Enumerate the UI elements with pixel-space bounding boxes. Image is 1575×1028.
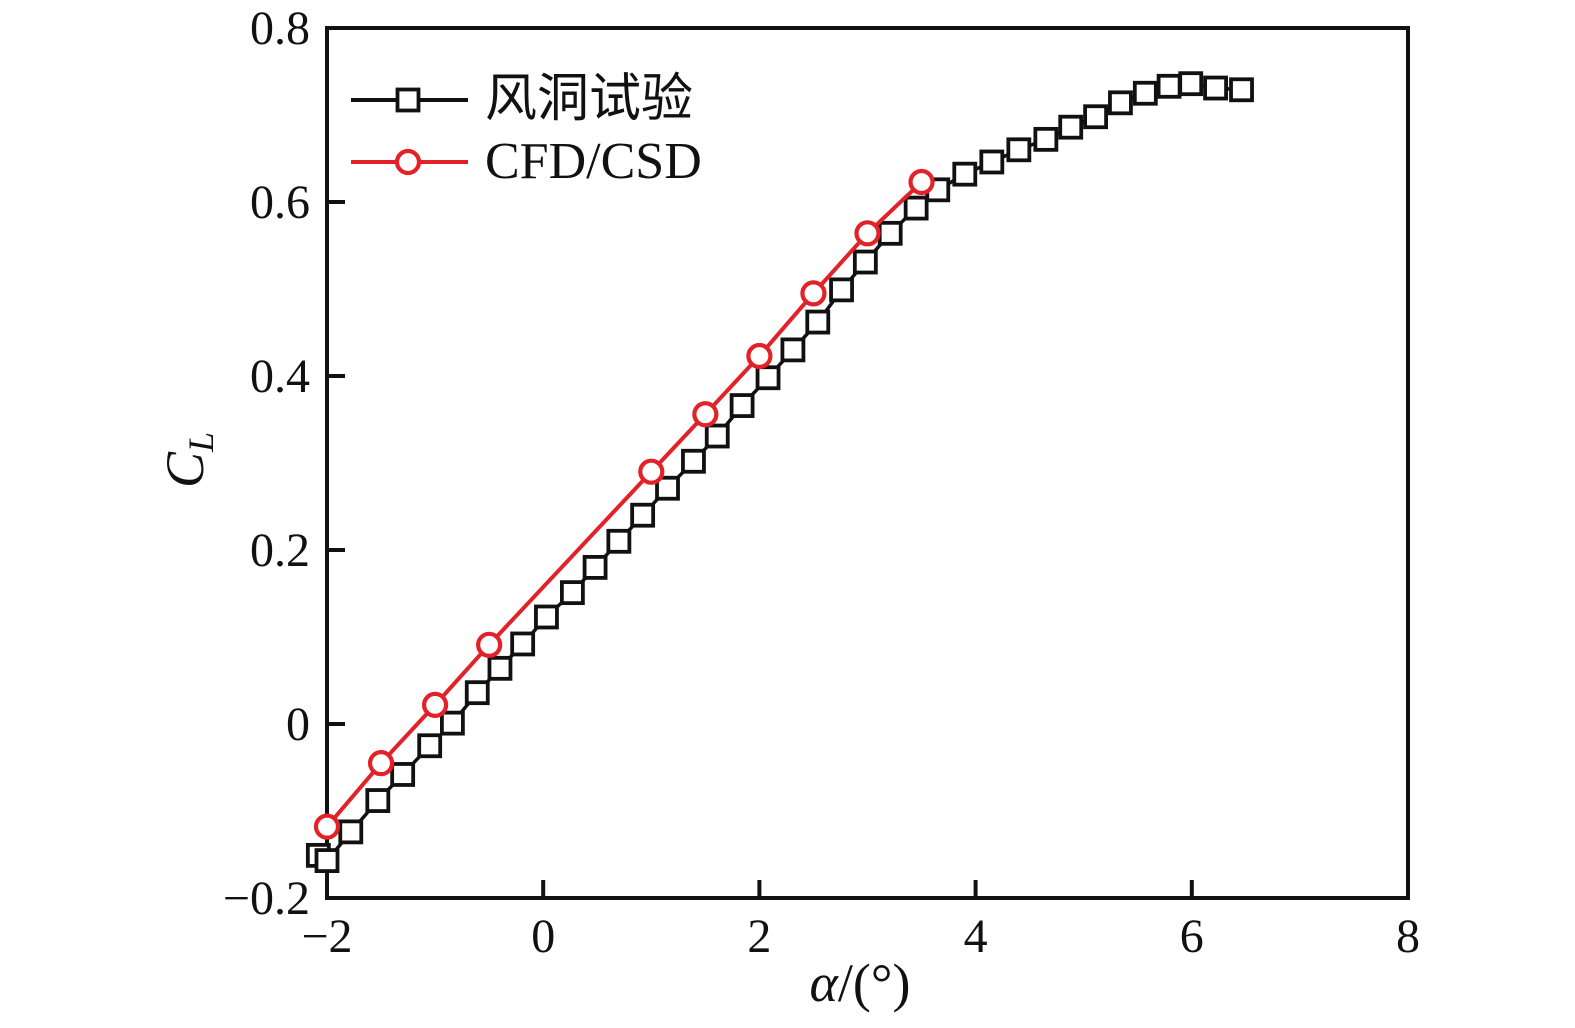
data-point-square — [755, 365, 781, 391]
y-tick-label: 0 — [286, 698, 310, 751]
data-point-square — [582, 555, 608, 580]
data-point-square — [630, 502, 656, 528]
plot-frame — [325, 26, 1410, 900]
legend-label-cfd-csd: CFD/CSD — [485, 133, 702, 190]
x-tick-label: 6 — [1180, 910, 1204, 963]
data-point-square — [390, 762, 416, 787]
legend-entry-cfd-csd: CFD/CSD — [350, 136, 702, 188]
data-point-circle — [367, 750, 395, 777]
data-point-square — [1203, 75, 1228, 101]
square-marker-icon — [351, 87, 468, 113]
data-point-square — [979, 149, 1005, 175]
data-point-square — [510, 631, 536, 657]
data-point-square — [877, 220, 903, 246]
data-point-square — [606, 528, 632, 554]
data-point-circle — [746, 342, 773, 370]
y-tick-label: 0.2 — [250, 524, 310, 577]
circle-marker-icon — [351, 148, 468, 176]
data-point-circle — [313, 813, 341, 840]
data-point-square — [780, 337, 806, 363]
y-tick-label: 0.6 — [250, 176, 310, 229]
data-point-square — [952, 161, 978, 187]
data-point-square — [704, 423, 730, 449]
x-tick-label: 4 — [964, 910, 988, 963]
x-tick-label: 0 — [531, 910, 555, 963]
data-point-square — [1132, 80, 1158, 106]
x-axis-label: α/(°) — [715, 952, 1005, 1014]
data-point-square — [365, 788, 391, 813]
series-line-0 — [317, 81, 1242, 863]
data-point-square — [464, 680, 490, 706]
data-point-square — [1058, 114, 1084, 140]
y-axis-label: CL — [154, 400, 221, 520]
data-point-circle — [800, 280, 827, 307]
series-line-1 — [325, 180, 923, 828]
data-point-square — [1229, 77, 1254, 103]
data-point-square — [829, 277, 854, 303]
y-tick-label: 0.8 — [250, 2, 310, 55]
data-point-square — [1156, 73, 1182, 99]
data-point-square — [338, 819, 364, 845]
y-axis-label-sub: L — [181, 431, 221, 452]
data-point-square — [852, 249, 878, 275]
data-point-square — [1033, 126, 1059, 152]
data-point-circle — [908, 168, 935, 196]
x-axis-label-units: /(°) — [837, 953, 911, 1013]
y-tick-label: 0.4 — [250, 350, 310, 403]
data-point-square — [534, 604, 559, 630]
data-point-square — [1083, 104, 1108, 130]
data-point-circle — [854, 220, 881, 247]
data-point-square — [655, 475, 680, 501]
data-point-square — [417, 733, 443, 759]
data-point-square — [729, 393, 755, 418]
legend-entry-wind-tunnel: 风洞试验 — [350, 74, 693, 126]
x-axis-label-symbol: α — [809, 953, 838, 1013]
legend-label-wind-tunnel: 风洞试验 — [485, 71, 694, 128]
data-point-square — [681, 448, 706, 474]
data-point-square — [314, 848, 340, 873]
x-tick-label: −2 — [301, 910, 352, 963]
data-point-circle — [476, 631, 503, 658]
data-point-square — [487, 655, 513, 681]
x-tick-label: 2 — [747, 910, 771, 963]
data-point-square — [1178, 71, 1204, 97]
data-point-square — [439, 710, 465, 736]
x-tick-label: 8 — [1396, 910, 1420, 963]
data-point-circle — [692, 401, 719, 428]
y-axis-label-main: C — [155, 452, 215, 489]
y-tick-label: −0.2 — [223, 872, 310, 925]
data-point-square — [559, 580, 585, 606]
data-point-square — [805, 309, 831, 335]
data-point-square — [903, 195, 929, 221]
data-point-circle — [422, 691, 449, 718]
data-point-square — [1006, 137, 1032, 163]
data-point-square — [1108, 90, 1133, 116]
data-point-circle — [638, 458, 665, 485]
